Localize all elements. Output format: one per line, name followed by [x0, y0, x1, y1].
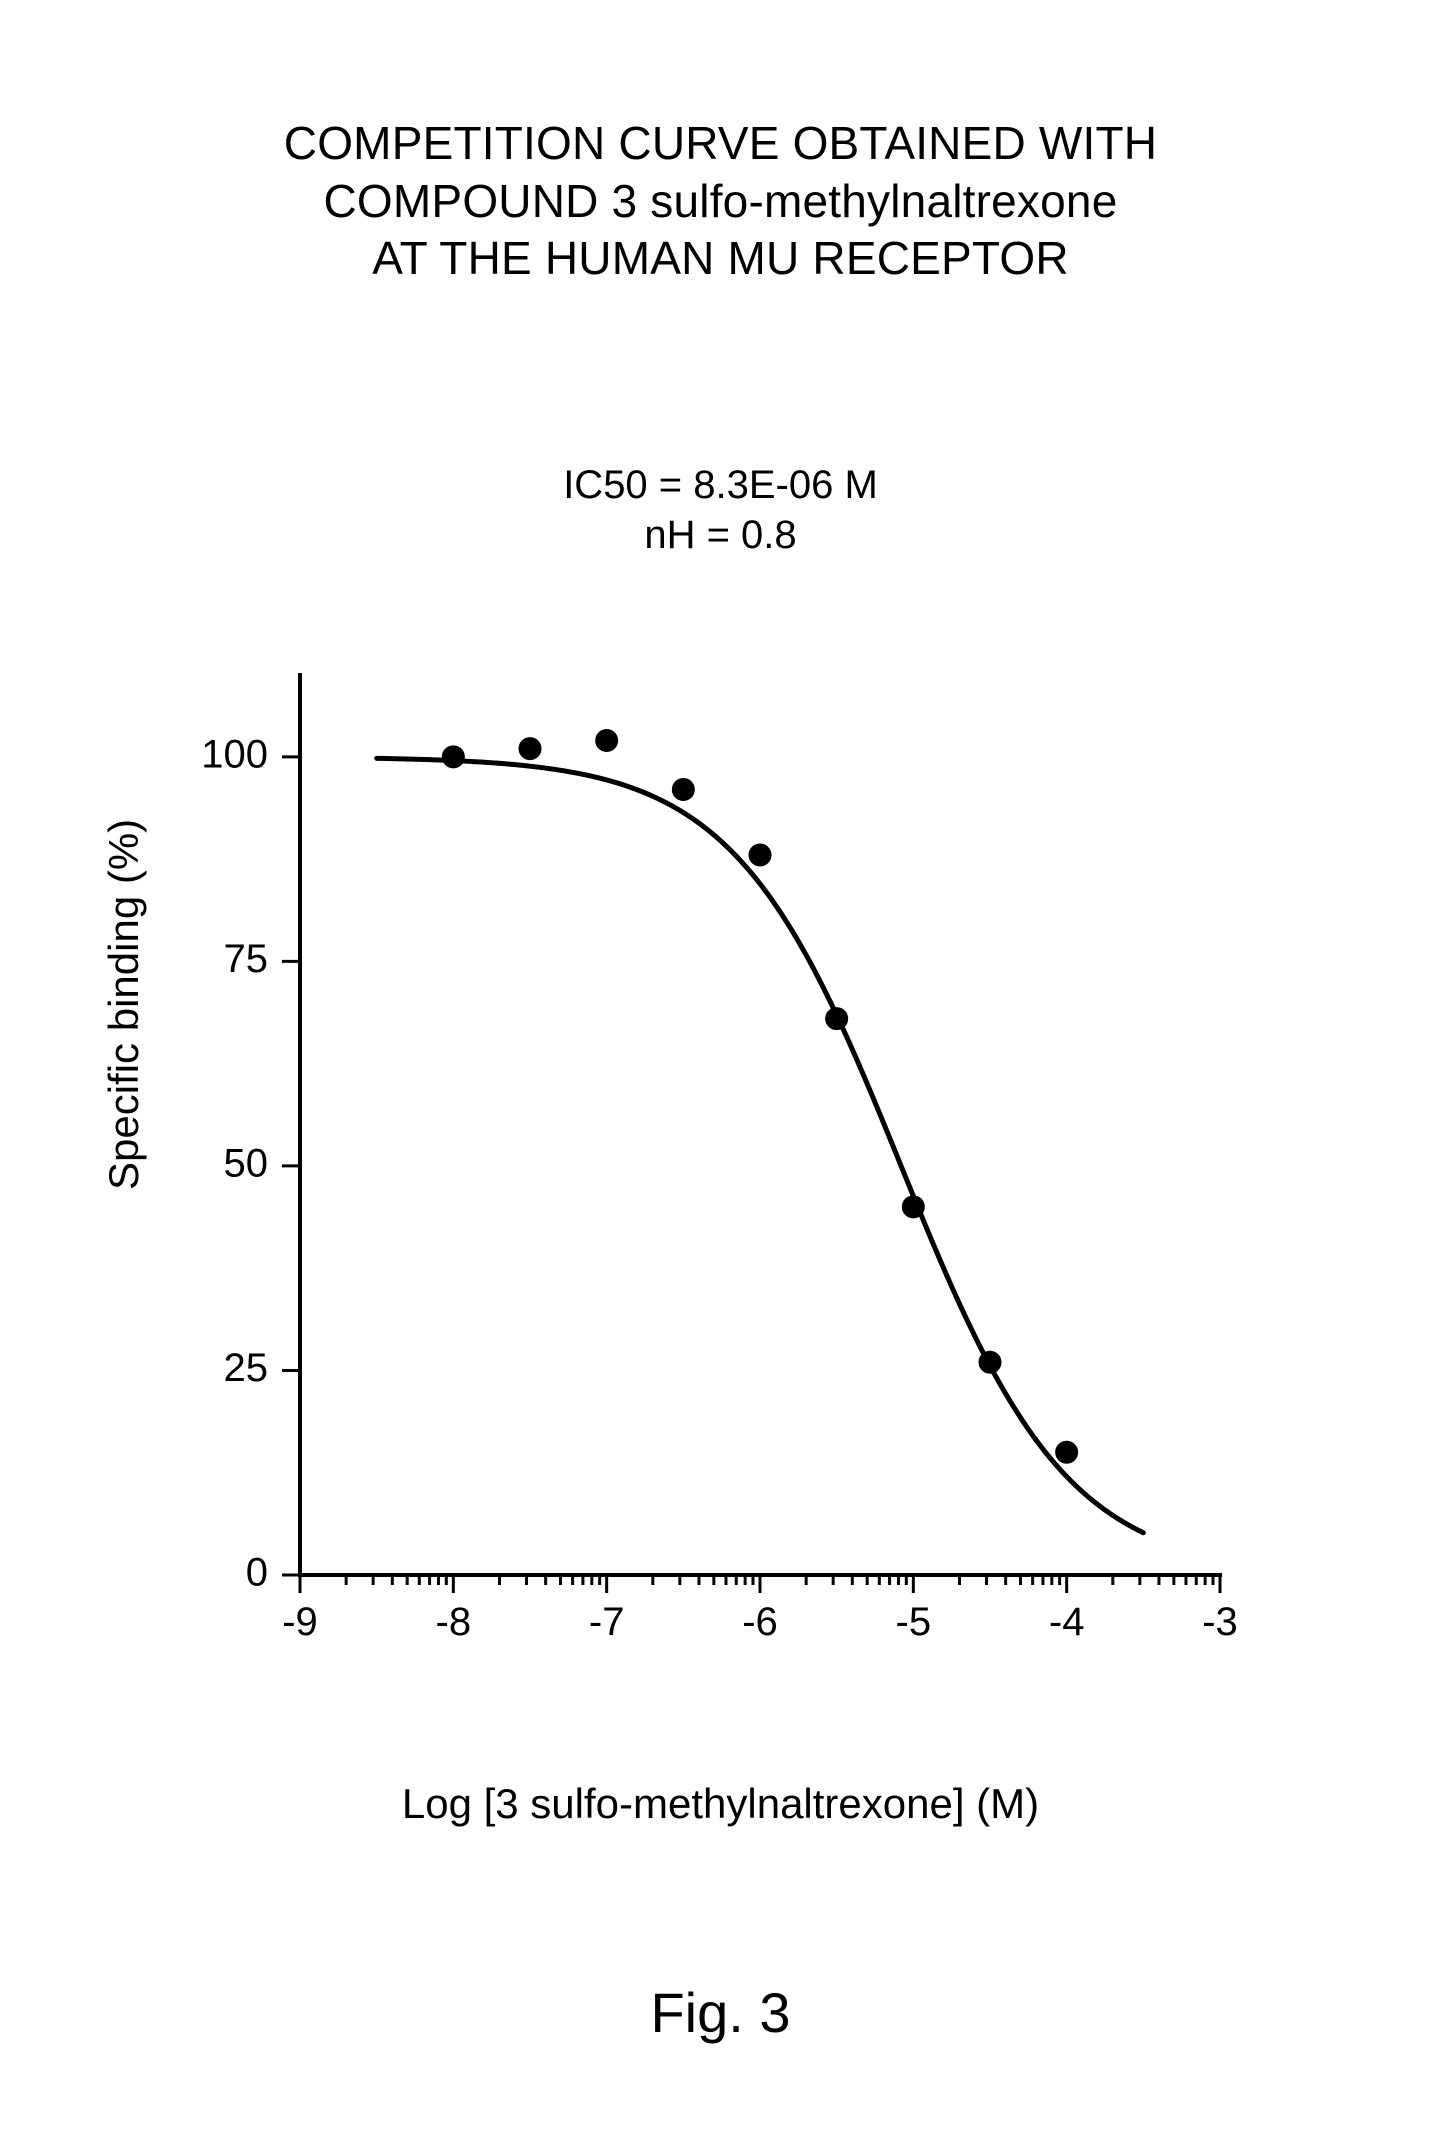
page-root: COMPETITION CURVE OBTAINED WITH COMPOUND…	[0, 0, 1441, 2135]
figure-label: Fig. 3	[0, 1980, 1441, 2045]
ic50-text: IC50 = 8.3E-06 M	[0, 460, 1441, 510]
x-axis-label: Log [3 sulfo-methylnaltrexone] (M)	[0, 1780, 1441, 1828]
svg-text:-7: -7	[589, 1600, 625, 1644]
svg-text:50: 50	[224, 1141, 269, 1185]
chart-area: 0 25 50 75 100 -9 -8 -7 -6 -5 -4 -3	[170, 655, 1270, 1715]
svg-text:25: 25	[224, 1346, 269, 1390]
competition-curve-chart: 0 25 50 75 100 -9 -8 -7 -6 -5 -4 -3	[170, 655, 1270, 1715]
chart-title: COMPETITION CURVE OBTAINED WITH COMPOUND…	[0, 115, 1441, 288]
title-line-2: COMPOUND 3 sulfo-methylnaltrexone	[0, 173, 1441, 231]
svg-text:-5: -5	[896, 1600, 932, 1644]
svg-text:75: 75	[224, 937, 269, 981]
svg-text:100: 100	[201, 732, 268, 776]
svg-text:0: 0	[246, 1551, 268, 1595]
title-line-1: COMPETITION CURVE OBTAINED WITH	[0, 115, 1441, 173]
svg-text:-3: -3	[1202, 1600, 1238, 1644]
title-line-3: AT THE HUMAN MU RECEPTOR	[0, 230, 1441, 288]
svg-text:-8: -8	[436, 1600, 472, 1644]
svg-text:-6: -6	[742, 1600, 778, 1644]
fit-parameters: IC50 = 8.3E-06 M nH = 0.8	[0, 460, 1441, 560]
y-axis-label: Specific binding (%)	[100, 819, 148, 1190]
nh-text: nH = 0.8	[0, 510, 1441, 560]
svg-text:-4: -4	[1049, 1600, 1085, 1644]
svg-text:-9: -9	[282, 1600, 318, 1644]
